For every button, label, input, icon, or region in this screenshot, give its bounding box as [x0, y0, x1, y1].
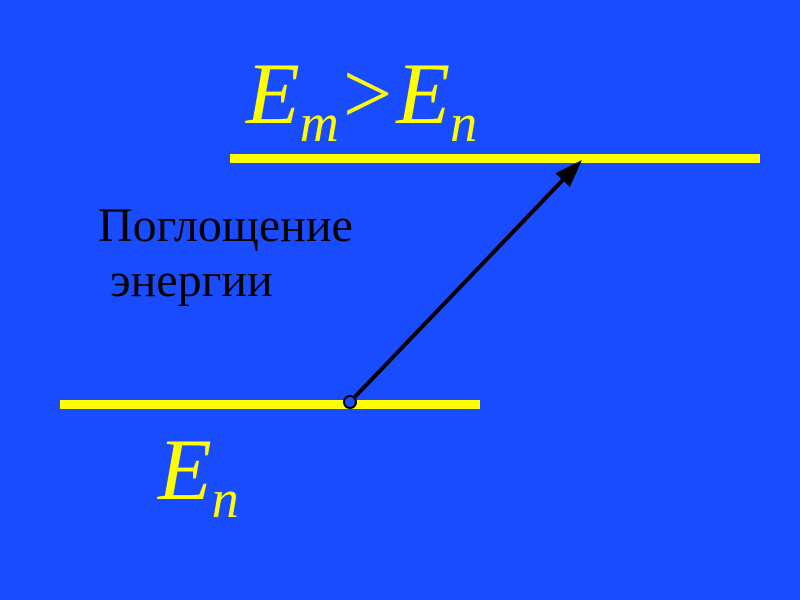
- lower-level-label: En: [158, 420, 239, 521]
- upper-energy-level-line: [230, 154, 760, 163]
- absorption-caption: Поглощение энергии: [98, 198, 353, 308]
- caption-line1: Поглощение: [98, 199, 353, 252]
- symbol-E-upper-right: E: [396, 46, 450, 143]
- greater-than-operator: >: [343, 46, 393, 143]
- symbol-E-upper-left: E: [246, 46, 300, 143]
- caption-line2: энергии: [98, 254, 273, 307]
- symbol-E-lower: E: [158, 422, 212, 519]
- subscript-n-lower: n: [212, 469, 239, 529]
- upper-level-formula: Em > En: [246, 44, 477, 145]
- subscript-m: m: [300, 93, 339, 153]
- lower-energy-level-line: [60, 400, 480, 409]
- subscript-n-upper: n: [450, 93, 477, 153]
